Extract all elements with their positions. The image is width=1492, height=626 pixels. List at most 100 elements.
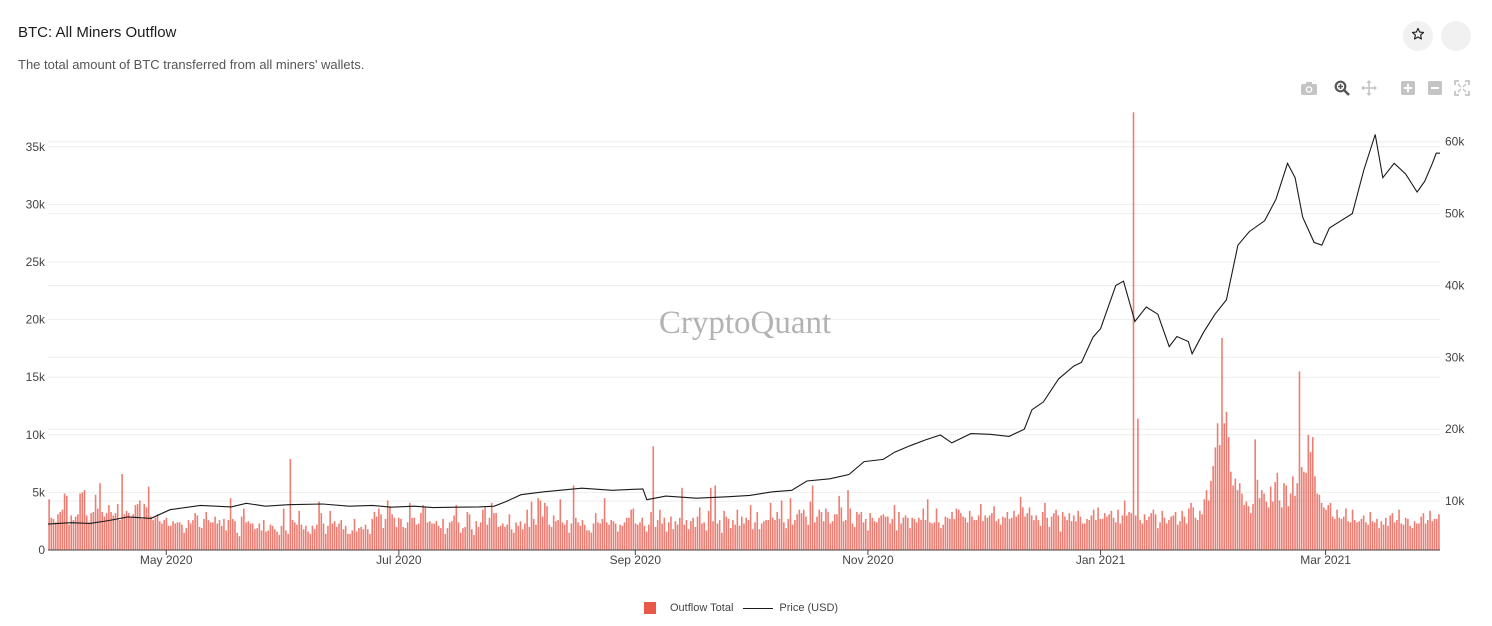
outflow-bar [150,516,152,550]
outflow-bar [599,523,601,550]
outflow-bar [873,521,876,550]
outflow-bar [643,525,646,550]
outflow-bar [679,517,681,550]
outflow-bar [707,510,710,550]
outflow-bar [829,523,832,550]
outflow-bar [1072,515,1075,550]
outflow-bar [561,522,564,550]
outflow-bar [977,515,980,550]
outflow-bar [446,528,449,550]
y-left-tick-label: 0 [38,543,45,557]
outflow-bar [499,525,502,550]
outflow-bar [1090,515,1093,550]
outflow-bar [355,531,358,550]
outflow-bar [794,520,796,550]
outflow-bar [1212,465,1214,550]
outflow-bar [1010,517,1013,550]
camera-icon[interactable] [1300,79,1318,97]
outflow-bar [1176,524,1179,550]
outflow-bar [623,522,626,550]
y-left-tick-label: 5k [32,485,46,499]
legend-outflow[interactable]: Outflow Total [644,602,733,614]
outflow-bar [331,523,334,550]
outflow-bar [196,515,199,550]
outflow-bar [940,528,942,550]
outflow-bar [347,533,349,550]
outflow-bar [754,522,756,550]
outflow-bar [1128,511,1130,550]
y-right-tick-label: 10k [1445,494,1465,508]
outflow-bar [1112,517,1115,550]
outflow-bar [471,529,473,550]
outflow-bar [163,520,165,550]
outflow-bar [889,523,891,550]
outflow-bar [218,520,221,550]
outflow-bar [240,516,243,550]
outflow-bar [667,522,670,550]
outflow-bar [716,523,719,550]
outflow-bar [1345,508,1347,550]
outflow-bar [685,520,688,550]
outflow-bar [362,529,365,550]
outflow-bar [136,503,139,550]
zoom-icon[interactable] [1333,79,1351,97]
outflow-bar [1311,437,1314,550]
outflow-bar [477,526,480,550]
outflow-bar [831,521,834,550]
outflow-bar [459,532,462,550]
zoom-in-icon[interactable] [1399,79,1417,97]
outflow-bar [369,533,371,550]
outflow-bar [1097,507,1099,550]
outflow-bar [1342,516,1345,550]
outflow-bar [811,485,814,550]
outflow-bar [1285,485,1287,550]
favorite-button[interactable] [1403,21,1433,51]
outflow-bar [1188,508,1190,550]
outflow-bar [433,523,435,550]
legend-price[interactable]: Price (USD) [743,602,838,614]
price-line [47,134,1440,525]
outflow-bar [1041,511,1044,550]
outflow-bar [1316,493,1318,550]
outflow-bar [1181,510,1183,550]
outflow-bar [995,521,998,550]
outflow-bar [234,521,236,550]
outflow-bar [88,522,90,550]
pan-icon[interactable] [1360,79,1378,97]
outflow-bar [1294,495,1296,550]
outflow-bar [1365,522,1367,550]
outflow-bar [105,513,108,550]
chart-toolbar [1300,79,1471,97]
x-tick-label: Jan 2021 [1076,553,1126,567]
outflow-bar [426,522,429,550]
more-button[interactable] [1441,21,1471,51]
outflow-bar [212,522,214,550]
outflow-bar [745,517,748,550]
outflow-bar [1219,445,1221,550]
outflow-bar [895,530,898,550]
y-left-tick-label: 30k [26,197,46,211]
outflow-bar [59,511,61,550]
outflow-bar [1303,471,1305,550]
outflow-bar [884,516,887,550]
outflow-bar [1373,522,1376,550]
outflow-bar [1028,507,1031,550]
outflow-bar [532,518,535,550]
outflow-bar [364,524,367,550]
outflow-bar [1006,511,1009,550]
outflow-bar [158,521,161,550]
outflow-bar [1110,510,1113,550]
outflow-bar [1234,478,1237,550]
outflow-bar [1196,520,1199,550]
outflow-bar [172,521,174,550]
outflow-bar [957,509,960,550]
outflow-bar [57,514,59,550]
outflow-bar [1013,510,1015,550]
outflow-bar [937,522,940,550]
outflow-bar [898,511,900,550]
outflow-bar [818,509,821,550]
outflow-bar [973,520,975,550]
outflow-bar [291,520,294,550]
autoscale-icon[interactable] [1453,79,1471,97]
zoom-out-icon[interactable] [1426,79,1444,97]
